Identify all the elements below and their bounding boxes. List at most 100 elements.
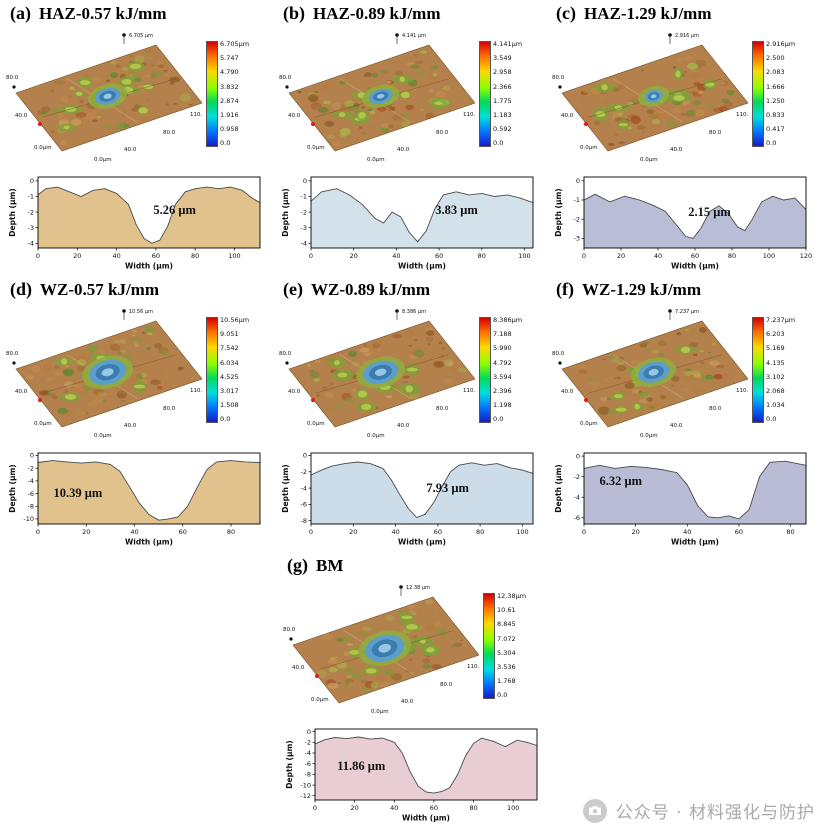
camera-icon-glyph [588,806,601,815]
colorbar-tick-label: 8.386μm [493,316,523,324]
colorbar-tick-label: 0.592 [493,125,512,134]
svg-text:100: 100 [763,252,775,260]
surface-3d-plot: 4.141 μm 80.0 40.0 0.0μm 0.0μm 40.0 80.0… [279,27,479,165]
svg-text:20: 20 [350,252,358,260]
surface-peak-label: 6.705 μm [129,33,153,39]
svg-text:80: 80 [786,528,794,536]
colorbar-tick-labels: 4.141μm 3.549 2.958 2.366 1.775 1.183 0.592 0.0 [493,41,522,147]
svg-text:0: 0 [309,252,313,260]
svg-text:60: 60 [435,252,443,260]
colorbar-tick-label: 6.034 [220,358,239,367]
surface-peak-label: 8.386 μm [402,309,426,315]
svg-text:40: 40 [683,528,691,536]
colorbar-tick-label: 0.0 [766,139,777,148]
svg-text:80.0: 80.0 [279,75,292,81]
svg-text:-4: -4 [301,240,307,248]
svg-text:60: 60 [434,528,442,536]
colorbar-tick-label: 0.0 [493,139,504,148]
colorbar-tick-label: 7.237μm [766,316,796,324]
svg-text:100: 100 [228,252,240,260]
depth-profile-chart: 0 -2 -4 -6 -8 -10 -12 0 20 40 60 80 100 11.86 μm Wid… [285,724,550,827]
svg-text:-2: -2 [574,473,580,481]
svg-text:40: 40 [390,804,398,812]
surface-3d-svg: 12.38 μm 80.0 40.0 0.0μm 0.0μm 40.0 80.0… [283,585,483,715]
colorbar-gradient [483,593,495,699]
colorbar-tick-label: 2.396 [493,387,512,396]
svg-text:40.0: 40.0 [124,147,137,153]
colorbar-gradient [206,317,218,423]
svg-text:0: 0 [582,252,586,260]
colorbar-gradient [479,317,491,423]
svg-text:20: 20 [349,528,357,536]
colorbar-gradient [479,41,491,147]
colorbar: 8.386μm 7.188 5.990 4.792 3.594 2.396 1.198 0.0 [479,317,522,423]
colorbar-tick-label: 2.916μm [766,40,796,48]
colorbar-tick-labels: 10.56μm 9.051 7.542 6.034 4.525 3.017 1.508 0.0 [220,317,249,423]
colorbar-tick-label: 1.775 [493,96,512,105]
svg-text:40.0: 40.0 [288,113,301,119]
depth-annotation: 6.32 μm [600,474,643,488]
colorbar-tick-label: 5.169 [766,344,785,353]
svg-text:0: 0 [303,177,307,185]
svg-text:-8: -8 [28,503,34,511]
colorbar-tick-label: 5.304 [497,648,516,657]
panel-header: (a) HAZ-0.57 kJ/mm [10,3,273,24]
depth-annotation: 3.83 μm [435,203,478,217]
svg-text:20: 20 [617,252,625,260]
panel-header: (g) BM [287,555,550,576]
svg-text:-6: -6 [301,501,307,509]
surface-peak-label: 12.38 μm [406,585,430,591]
colorbar-tick-label: 3.536 [497,663,516,672]
x-axis-label: Width (μm) [671,262,719,271]
svg-text:0.0μm: 0.0μm [640,433,658,439]
colorbar-tick-label: 1.034 [766,401,785,410]
x-axis-label: Width (μm) [125,538,173,547]
max-height-marker [395,309,399,313]
depth-profile-chart: 0 -2 -4 -6 0 20 40 60 80 6.32 μm Width (μm) Dept… [554,448,819,551]
depth-profile-svg: 0-1-2-3-40 20 40 60 80 100 3.83 μm Width (μm)… [281,176,534,271]
svg-text:-1: -1 [574,196,580,204]
colorbar-tick-label: 4.790 [220,68,239,77]
svg-text:80.0: 80.0 [6,351,19,357]
svg-text:80.0: 80.0 [163,406,176,412]
colorbar-tick-label: 0.0 [220,415,231,424]
svg-text:40.0: 40.0 [670,147,683,153]
colorbar-tick-labels: 8.386μm 7.188 5.990 4.792 3.594 2.396 1.198 0.0 [493,317,522,423]
colorbar-tick-labels: 6.705μm 5.747 4.790 3.832 2.874 1.916 0.958 0.0 [220,41,249,147]
colorbar-tick-label: 5.747 [220,54,239,63]
svg-text:-6: -6 [574,514,580,522]
panel: (b) HAZ-0.89 kJ/mm 4.141 μm 80.0 40.0 0.… [273,0,546,276]
colorbar: 4.141μm 3.549 2.958 2.366 1.775 1.183 0.592 0.0 [479,41,522,147]
surface-block: 2.916 μm 80.0 40.0 0.0μm 0.0μm 40.0 80.0… [552,25,819,167]
svg-text:-3: -3 [28,224,34,232]
svg-text:80.0: 80.0 [436,406,449,412]
depth-annotation: 10.39 μm [54,486,103,500]
colorbar-tick-labels: 7.237μm 6.203 5.169 4.135 3.102 2.068 1.034 0.0 [766,317,795,423]
colorbar-gradient [206,41,218,147]
surface-3d-plot: 12.38 μm 80.0 40.0 0.0μm 0.0μm 40.0 80.0… [283,579,483,717]
svg-text:-2: -2 [301,208,307,216]
colorbar-tick-label: 3.017 [220,387,239,396]
svg-text:110.0: 110.0 [190,112,202,118]
panel-label: (b) [283,3,305,23]
colorbar-tick-label: 7.542 [220,344,239,353]
svg-text:0.0μm: 0.0μm [367,157,385,163]
panel-label: (g) [287,555,308,575]
svg-text:40: 40 [392,252,400,260]
x-axis-label: Width (μm) [402,814,450,823]
panel-title: HAZ-0.89 kJ/mm [313,4,441,23]
svg-text:-10: -10 [300,781,311,789]
svg-text:40.0: 40.0 [15,113,28,119]
depth-annotation: 11.86 μm [337,759,386,773]
surface-block: 12.38 μm 80.0 40.0 0.0μm 0.0μm 40.0 80.0… [283,577,550,719]
panel-label: (e) [283,279,303,299]
corner-marker [558,361,562,365]
colorbar-tick-label: 1.916 [220,111,239,120]
colorbar: 7.237μm 6.203 5.169 4.135 3.102 2.068 1.034 0.0 [752,317,795,423]
min-height-marker [37,397,43,403]
svg-text:80.0: 80.0 [709,406,722,412]
colorbar-tick-labels: 12.38μm 10.61 8.845 7.072 5.304 3.536 1.768 0.0 [497,593,526,699]
svg-text:0.0μm: 0.0μm [34,421,52,427]
panel-title: HAZ-1.29 kJ/mm [583,4,712,23]
surface-3d-svg: 4.141 μm 80.0 40.0 0.0μm 0.0μm 40.0 80.0… [279,33,479,163]
